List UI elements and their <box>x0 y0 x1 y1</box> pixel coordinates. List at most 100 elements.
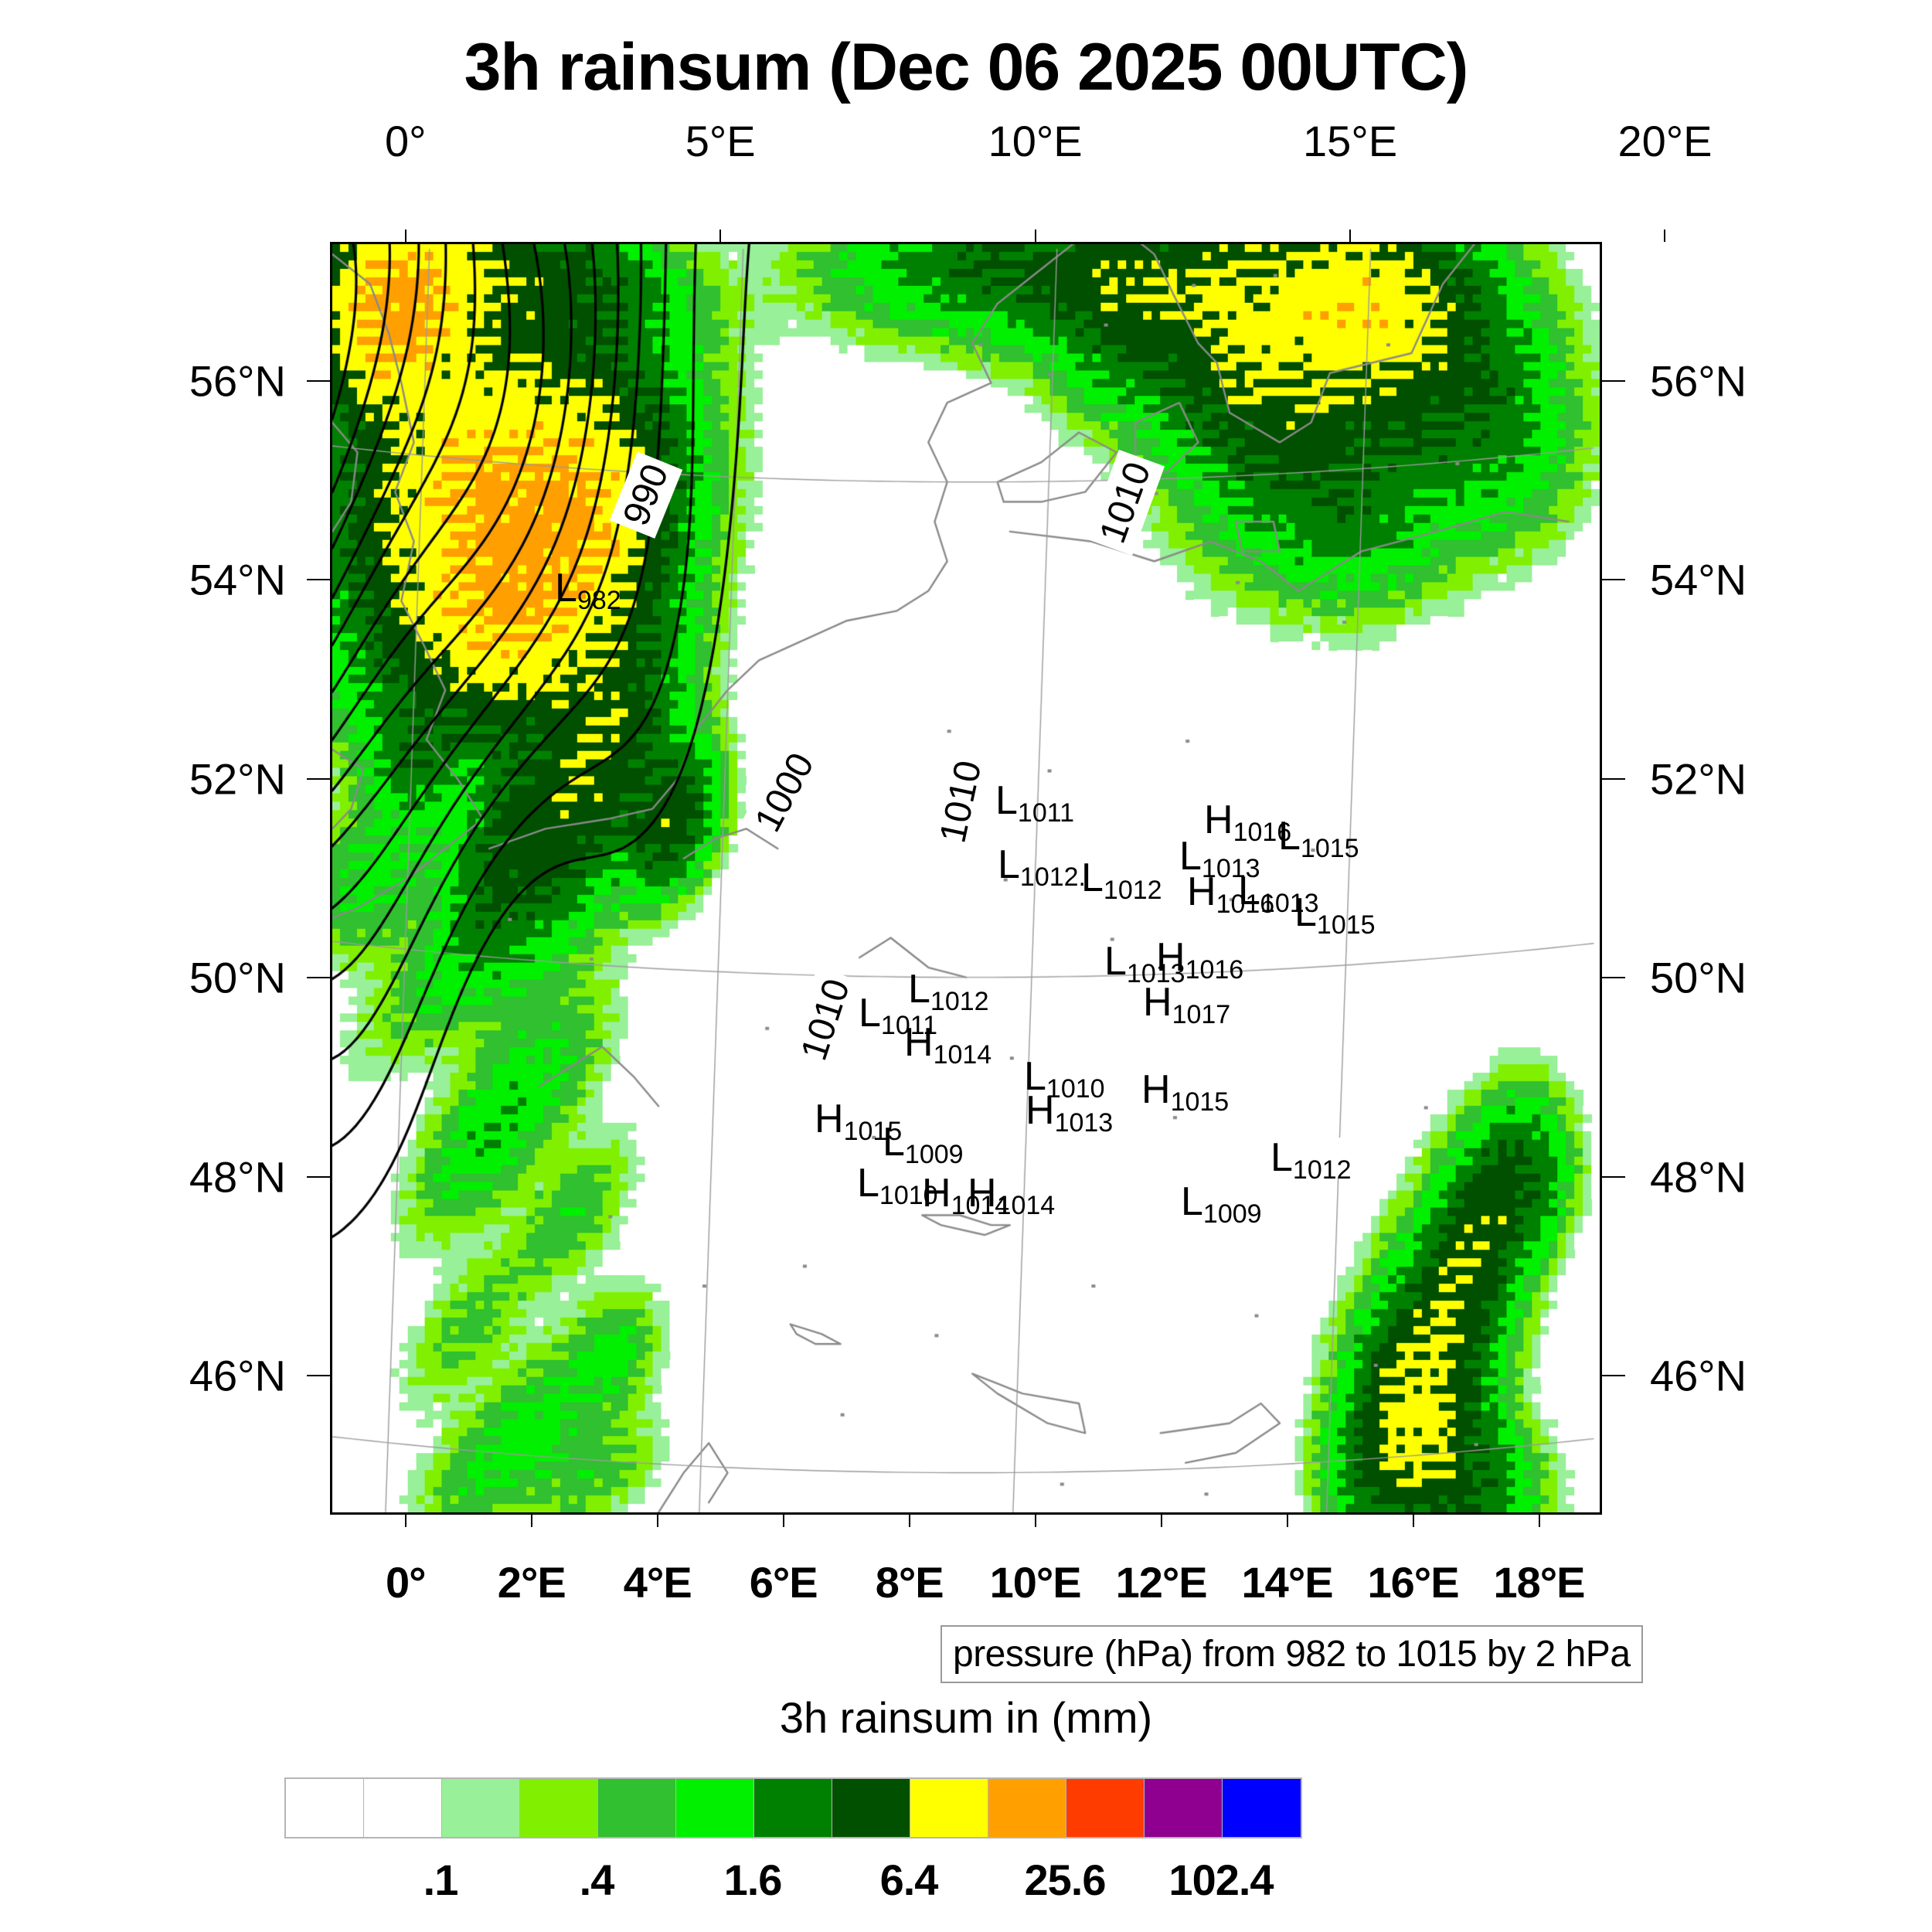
axis-tickmark-bottom <box>782 1515 784 1527</box>
colorbar-cell-10[interactable] <box>1066 1779 1145 1837</box>
pressure-center-kind: L <box>1294 890 1317 935</box>
axis-tick-label-bottom: 12°E <box>1115 1558 1208 1607</box>
axis-tickmark-bottom <box>530 1515 532 1527</box>
pressure-center-h-18: H1013 <box>1026 1088 1113 1136</box>
axis-tick-label-bottom: 2°E <box>497 1558 566 1607</box>
colorbar-cell-9[interactable] <box>988 1779 1066 1837</box>
pressure-center-kind: H <box>1143 980 1172 1025</box>
colorbar-tick-2: 1.6 <box>723 1855 783 1904</box>
axis-tickmark-bottom <box>908 1515 910 1527</box>
pressure-center-l-9: L1015 <box>1294 890 1376 938</box>
pressure-center-kind: L <box>1238 869 1260 913</box>
axis-tickmark-bottom <box>1412 1515 1414 1527</box>
pressure-center-value: 1015 <box>1300 834 1359 863</box>
axis-tickmark-left <box>307 1175 330 1178</box>
pressure-center-value: 1009 <box>904 1140 964 1169</box>
axis-tick-label-top: 20°E <box>1617 117 1713 165</box>
axis-tick-label-bottom: 18°E <box>1493 1558 1585 1607</box>
axis-tickmark-top <box>1349 230 1352 242</box>
colorbar-cell-1[interactable] <box>364 1779 442 1837</box>
pressure-center-value: 1013 <box>1260 889 1319 918</box>
pressure-center-l-14: L1011 <box>859 991 937 1039</box>
colorbar-cell-6[interactable] <box>754 1779 832 1837</box>
axis-tick-label-right: 52°N <box>1650 754 1747 804</box>
pressure-center-kind: L <box>555 566 577 611</box>
pressure-center-l-21: L1009 <box>883 1122 964 1168</box>
pressure-center-h-13: H1017 <box>1143 980 1230 1028</box>
pressure-center-value: 1017 <box>1172 1000 1231 1029</box>
pressure-center-value: 1010 <box>1046 1074 1105 1104</box>
colorbar-cell-11[interactable] <box>1145 1779 1223 1837</box>
colorbar[interactable] <box>284 1777 1302 1838</box>
map-plot-area: L982 L1011 H1016 L1015 L1013 L1012. L1012 H1016… <box>330 242 1602 1515</box>
axis-tickmark-top <box>719 230 722 242</box>
pressure-center-kind: L <box>857 1161 879 1206</box>
axis-tick-label-left: 54°N <box>189 555 286 604</box>
pressure-center-kind: L <box>1104 939 1127 984</box>
axis-tickmark-right <box>1602 977 1625 979</box>
colorbar-cell-4[interactable] <box>598 1779 676 1837</box>
colorbar-cell-12[interactable] <box>1223 1779 1301 1837</box>
pressure-center-value: 1011 <box>880 1011 938 1040</box>
pressure-center-h-19: H1015 <box>815 1099 902 1145</box>
axis-tick-label-left: 56°N <box>189 356 286 406</box>
axis-tickmark-right <box>1602 380 1625 383</box>
pressure-center-kind: L <box>1270 1135 1293 1180</box>
axis-tickmark-right <box>1602 1374 1625 1376</box>
colorbar-cell-3[interactable] <box>520 1779 598 1837</box>
pressure-center-l-20: L1012 <box>1269 1135 1353 1183</box>
pressure-center-kind: L <box>1024 1054 1046 1099</box>
pressure-center-h-7: H1016 <box>1187 869 1274 917</box>
axis-tickmark-bottom <box>404 1515 406 1527</box>
pressure-center-value: 1009 <box>1202 1199 1262 1229</box>
axis-tick-label-top: 0° <box>385 117 427 165</box>
pressure-center-kind: L <box>859 991 881 1036</box>
axis-tick-label-bottom: 16°E <box>1367 1558 1460 1607</box>
pressure-center-kind: L <box>998 842 1020 887</box>
axis-tickmark-right <box>1602 579 1625 581</box>
colorbar-cell-7[interactable] <box>832 1779 910 1837</box>
colorbar-cell-5[interactable] <box>676 1779 754 1837</box>
colorbar-cell-2[interactable] <box>442 1779 520 1837</box>
colorbar-tick-4: 25.6 <box>1024 1855 1107 1904</box>
axis-tickmark-top <box>404 230 406 242</box>
pressure-center-value: 1015 <box>1316 910 1376 940</box>
axis-tickmark-bottom <box>1160 1515 1162 1527</box>
axis-tickmark-bottom <box>656 1515 658 1527</box>
pressure-center-value: 982 <box>577 586 621 615</box>
colorbar-cell-8[interactable] <box>910 1779 988 1837</box>
axis-tick-label-top: 15°E <box>1303 117 1398 165</box>
axis-tick-label-left: 50°N <box>189 953 286 1002</box>
axis-tickmark-right <box>1602 777 1625 780</box>
pressure-center-l-16: L1010 <box>1024 1054 1105 1102</box>
pressure-center-kind: H <box>968 1171 997 1216</box>
axis-tick-label-right: 46°N <box>1650 1351 1747 1400</box>
pressure-center-h-24: H1014 <box>968 1171 1055 1219</box>
pressure-center-l-4: L1013 <box>1179 836 1260 882</box>
axis-tick-label-bottom: 4°E <box>623 1558 692 1607</box>
pressure-center-kind: L <box>1081 855 1104 900</box>
axis-tick-label-top: 5°E <box>685 117 756 165</box>
pressure-center-kind: H <box>1187 869 1216 914</box>
precipitation-field-canvas <box>332 244 1600 1512</box>
pressure-center-h-23: H1014 <box>922 1173 1009 1219</box>
colorbar-tick-1: .4 <box>579 1855 615 1904</box>
pressure-center-kind: H <box>1026 1088 1055 1133</box>
colorbar-cell-0[interactable] <box>286 1779 364 1837</box>
axis-tick-label-right: 56°N <box>1650 356 1747 406</box>
pressure-center-value: 1016 <box>1233 818 1292 847</box>
pressure-center-h-11: H1016 <box>1156 937 1243 983</box>
pressure-center-value: 1011 <box>1017 798 1075 828</box>
axis-tickmark-top <box>1664 230 1666 242</box>
pressure-center-value: 1012. <box>1019 862 1087 892</box>
axis-tickmark-left <box>307 977 330 979</box>
pressure-center-l-1: L1011 <box>995 781 1074 826</box>
axis-tickmark-left <box>307 380 330 383</box>
axis-tickmark-top <box>1034 230 1036 242</box>
axis-tick-label-left: 46°N <box>189 1351 286 1400</box>
pressure-center-value: 1013 <box>1201 854 1260 883</box>
pressure-center-h-2: H1016 <box>1204 800 1291 845</box>
colorbar-tick-3: 6.4 <box>879 1855 939 1904</box>
pressure-center-l-0: L982 <box>555 566 621 614</box>
pressure-center-value: 1015 <box>1170 1087 1230 1117</box>
